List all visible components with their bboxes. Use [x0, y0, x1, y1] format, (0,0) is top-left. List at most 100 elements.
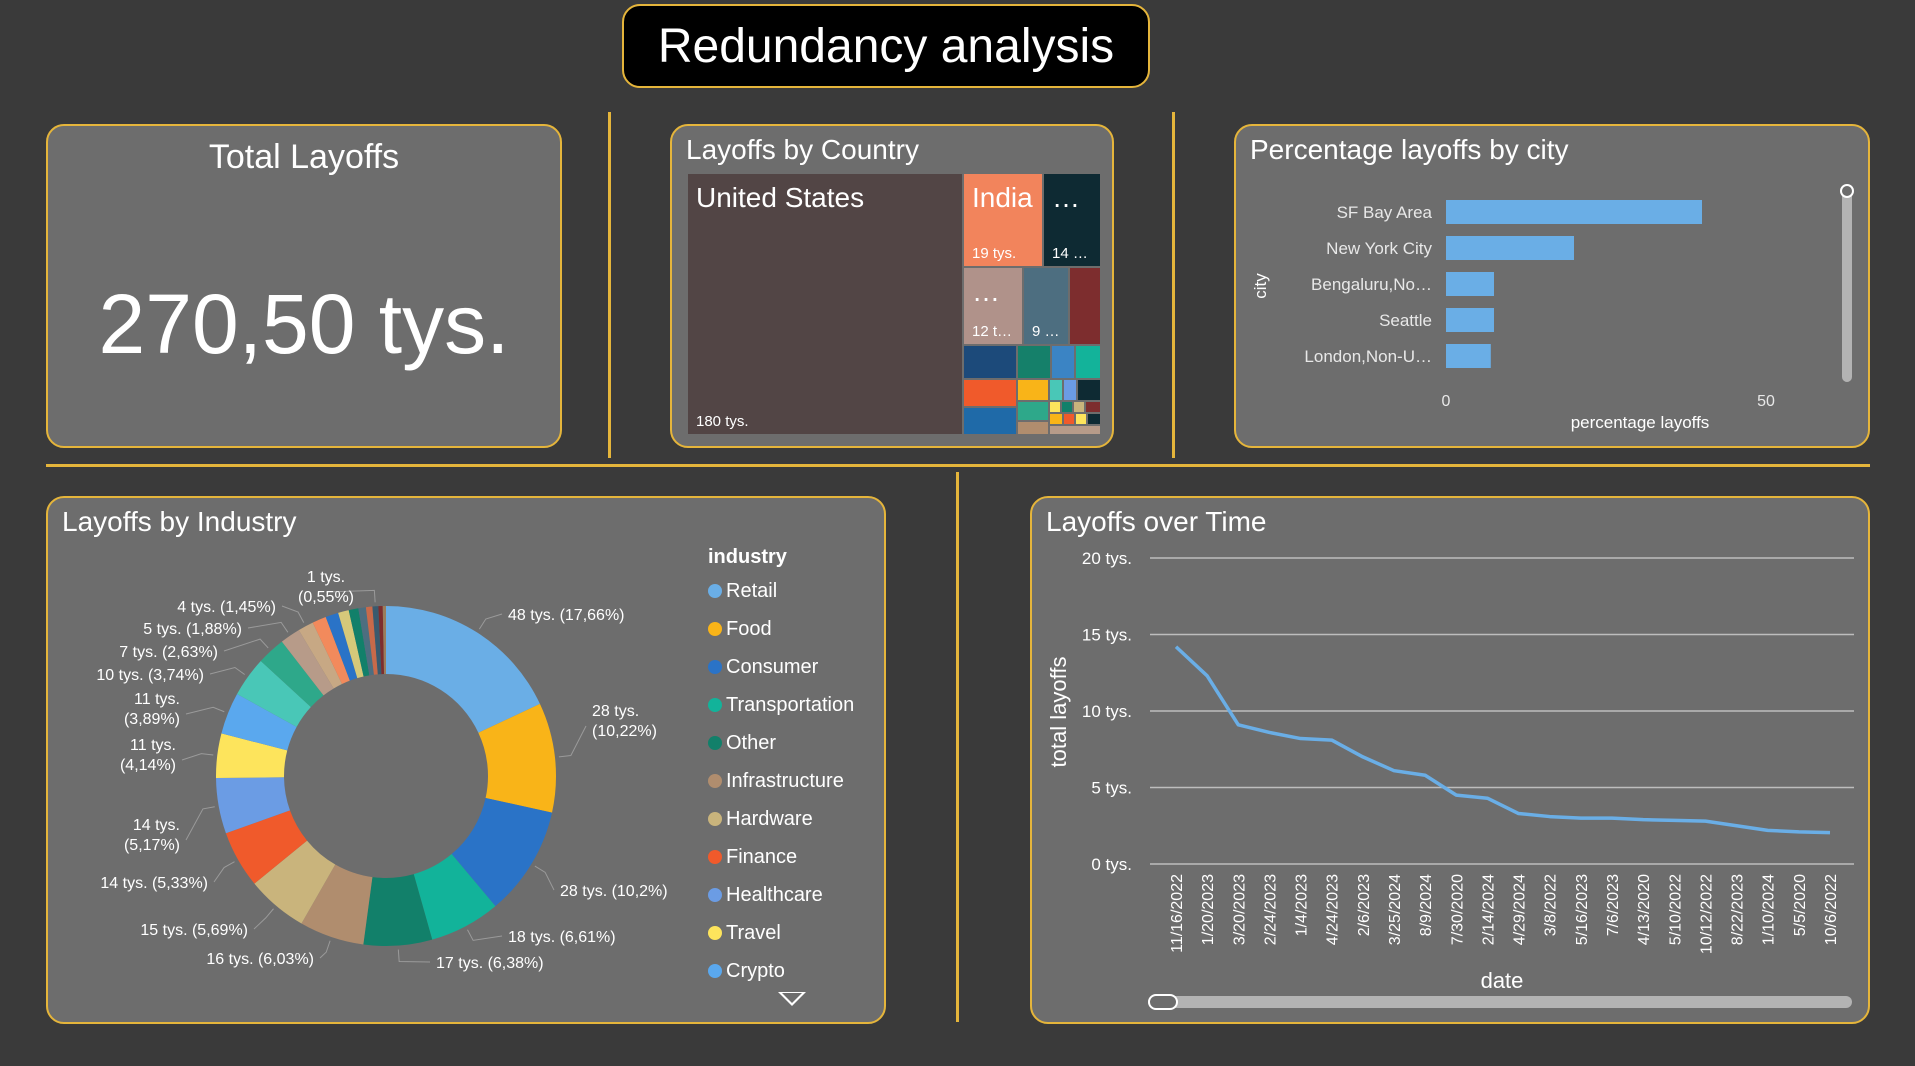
city-bar[interactable]	[1446, 272, 1494, 296]
donut-slice[interactable]	[338, 610, 364, 679]
donut-leader-line	[325, 589, 376, 603]
scrollbar-track[interactable]	[1842, 186, 1852, 382]
legend-title: industry	[708, 546, 787, 568]
treemap-cell-small[interactable]	[1078, 380, 1100, 400]
donut-leader-line	[478, 613, 503, 630]
treemap-cell-india[interactable]: India 19 tys.	[964, 174, 1042, 266]
donut-slice[interactable]	[363, 874, 433, 946]
horizontal-scrollbar-track[interactable]	[1148, 996, 1852, 1008]
treemap-cell-3[interactable]: … 14 …	[1044, 174, 1100, 266]
donut-leader-line	[185, 806, 215, 841]
treemap-cell-small[interactable]	[964, 408, 1016, 434]
scrollbar-handle[interactable]	[1840, 184, 1854, 198]
treemap-cell-small[interactable]	[1050, 414, 1062, 424]
treemap-cell-small[interactable]	[1064, 414, 1074, 424]
legend-item[interactable]: Travel	[708, 914, 878, 952]
treemap-cell-6[interactable]	[1070, 268, 1100, 344]
city-bar[interactable]	[1446, 200, 1702, 224]
donut-slice[interactable]	[348, 608, 370, 677]
donut-slice[interactable]	[478, 703, 556, 813]
legend-item[interactable]: Transportation	[708, 686, 878, 724]
donut-slice[interactable]	[301, 864, 373, 945]
donut-data-label: 17 tys. (6,38%)	[436, 955, 544, 972]
donut-data-label: 16 tys. (6,03%)	[206, 951, 314, 968]
treemap-cell-small[interactable]	[1088, 414, 1100, 424]
treemap-cell-small[interactable]	[1076, 346, 1100, 378]
kpi-card[interactable]: Total Layoffs 270,50 tys.	[46, 124, 562, 448]
industry-legend: industry Retail Food Consumer Transportatio…	[708, 542, 878, 990]
treemap-cell-small[interactable]	[1064, 380, 1076, 400]
city-bar[interactable]	[1446, 236, 1574, 260]
treemap-cell-value: 180 tys.	[696, 413, 749, 430]
layoffs-line[interactable]	[1174, 645, 1831, 835]
time-line-chart-panel[interactable]: Layoffs over Time 0 tys. 5 tys. 10 tys. 15 …	[1030, 496, 1870, 1024]
treemap-cell-small[interactable]	[1018, 402, 1048, 420]
donut-slice[interactable]	[312, 617, 350, 684]
city-bar[interactable]	[1446, 344, 1491, 368]
legend-item[interactable]: Consumer	[708, 648, 878, 686]
horizontal-scrollbar-handle[interactable]	[1148, 994, 1178, 1010]
treemap-cell-name: United States	[696, 182, 865, 213]
industry-donut-panel[interactable]: Layoffs by Industry 48 tys. (17,66%) 28 t…	[46, 496, 886, 1024]
legend-item[interactable]: Healthcare	[708, 876, 878, 914]
donut-slice[interactable]	[216, 733, 288, 779]
city-bar[interactable]	[1446, 308, 1494, 332]
treemap-cell-4[interactable]: … 12 t…	[964, 268, 1022, 344]
donut-slice[interactable]	[225, 810, 308, 884]
donut-slice[interactable]	[382, 606, 386, 675]
vertical-separator-2	[1172, 112, 1175, 458]
treemap-cell-small[interactable]	[1086, 402, 1100, 412]
y-tick-label: 20 tys.	[1082, 549, 1132, 568]
legend-item[interactable]: Crypto	[708, 952, 878, 990]
treemap-cell-small[interactable]	[1050, 380, 1062, 400]
donut-slice[interactable]	[254, 840, 336, 924]
city-bar-chart-panel[interactable]: Percentage layoffs by city SF Bay Area Ne…	[1234, 124, 1870, 448]
treemap-cell-name: …	[972, 276, 1000, 307]
x-tick-label: 3/20/2023	[1231, 874, 1248, 945]
treemap-area: United States 180 tys. India 19 tys. … 1…	[688, 174, 1100, 434]
treemap-cell-small[interactable]	[1074, 402, 1084, 412]
donut-slice[interactable]	[325, 612, 358, 681]
treemap-cell-small[interactable]	[964, 346, 1016, 378]
legend-color-dot	[708, 926, 722, 940]
legend-item[interactable]: Retail	[708, 572, 878, 610]
donut-slice[interactable]	[237, 661, 311, 727]
legend-item[interactable]: Hardware	[708, 800, 878, 838]
treemap-cell-small[interactable]	[1076, 414, 1086, 424]
treemap-cell-small[interactable]	[1018, 422, 1048, 434]
treemap-cell-united-states[interactable]: United States 180 tys.	[688, 174, 962, 434]
treemap-cell-small[interactable]	[964, 380, 1016, 406]
donut-data-label: 1 tys. (0,55%)	[298, 569, 354, 606]
x-tick-label: 2/24/2023	[1262, 874, 1279, 945]
treemap-cell-small[interactable]	[1052, 346, 1074, 378]
treemap-cell-small[interactable]	[1050, 426, 1100, 434]
treemap-cell-small[interactable]	[1018, 380, 1048, 400]
treemap-cell-small[interactable]	[1062, 402, 1072, 412]
donut-slice[interactable]	[372, 606, 382, 675]
donut-slice[interactable]	[260, 641, 324, 708]
donut-slice[interactable]	[358, 607, 374, 676]
donut-slice[interactable]	[413, 854, 496, 940]
donut-slice[interactable]	[281, 630, 334, 696]
treemap-cell-5[interactable]: 9 …	[1024, 268, 1068, 344]
city-tick-label: Seattle	[1379, 311, 1432, 330]
legend-item[interactable]: Other	[708, 724, 878, 762]
treemap-cell-small[interactable]	[1050, 402, 1060, 412]
legend-item[interactable]: Food	[708, 610, 878, 648]
donut-leader-line	[213, 861, 235, 883]
country-treemap-panel[interactable]: Layoffs by Country United States 180 tys…	[670, 124, 1114, 448]
donut-slice[interactable]	[216, 777, 290, 834]
donut-slice[interactable]	[221, 694, 297, 751]
donut-slice[interactable]	[451, 797, 553, 907]
treemap-cell-small[interactable]	[1018, 346, 1050, 378]
x-tick-label: 5/5/2020	[1792, 874, 1809, 936]
donut-slice[interactable]	[298, 622, 343, 689]
x-tick-label: 4/24/2023	[1325, 874, 1342, 945]
donut-slice[interactable]	[386, 606, 540, 733]
donut-slice[interactable]	[378, 606, 385, 675]
legend-item[interactable]: Infrastructure	[708, 762, 878, 800]
legend-label: Travel	[726, 921, 781, 944]
donut-slice[interactable]	[365, 606, 378, 675]
legend-item[interactable]: Finance	[708, 838, 878, 876]
x-axis-label: date	[1481, 968, 1524, 993]
